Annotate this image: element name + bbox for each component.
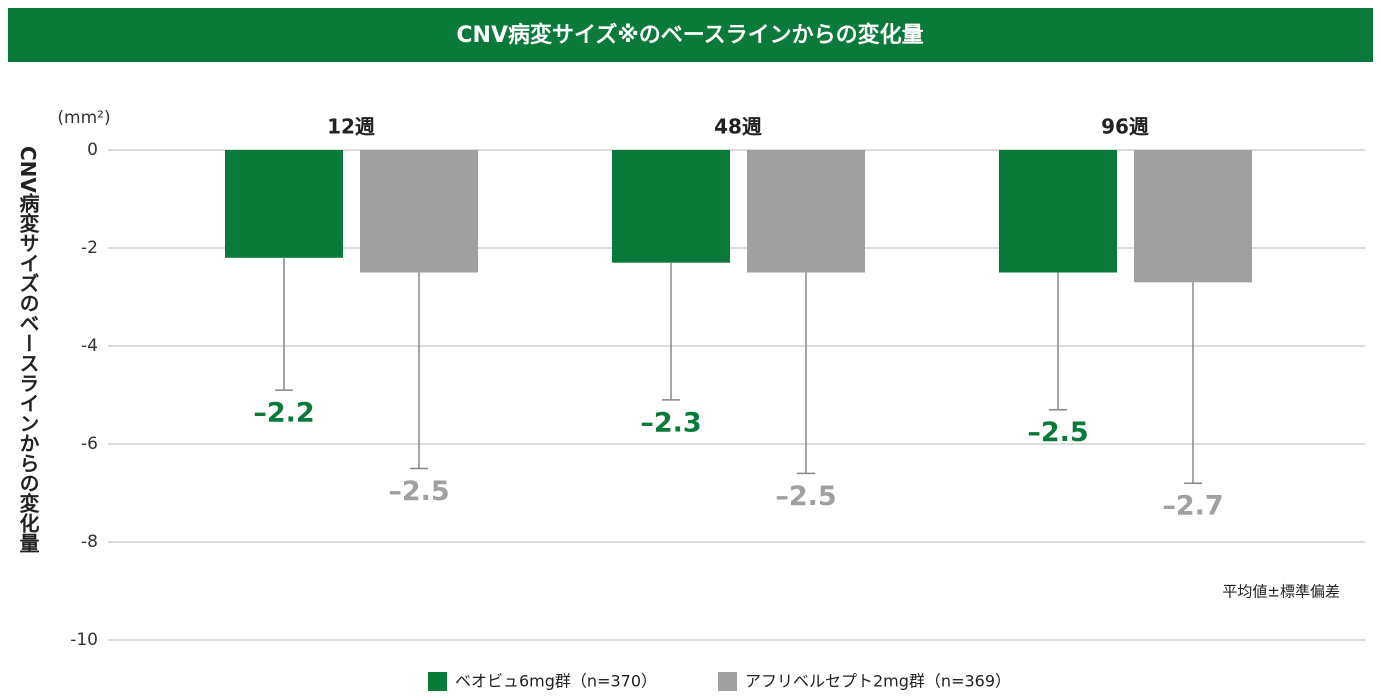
chart-title: CNV病変サイズ※のベースラインからの変化量 — [456, 22, 923, 48]
title-bar — [8, 8, 1373, 62]
y-tick-label: 0 — [87, 140, 98, 160]
note: 平均値±標準偏差 — [1222, 583, 1340, 601]
value-label: –2.7 — [1162, 491, 1223, 522]
legend-label: アフリベルセプト2mg群（n=369） — [745, 672, 1011, 691]
y-tick-label: -4 — [81, 336, 98, 356]
y-tick-label: -8 — [81, 532, 98, 552]
x-tick-label: 96週 — [1101, 115, 1149, 139]
bar — [999, 150, 1117, 273]
bar — [225, 150, 343, 258]
x-tick-label: 48週 — [714, 115, 762, 139]
y-tick-label: -10 — [70, 630, 98, 650]
y-axis-label: CNV病変サイズのベースラインからの変化量 — [16, 146, 40, 553]
legend-swatch — [428, 672, 447, 691]
x-tick-label: 12週 — [327, 115, 375, 139]
legend-label: ベオビュ6mg群（n=370） — [455, 672, 657, 691]
bar — [612, 150, 730, 263]
value-label: –2.2 — [253, 398, 314, 429]
value-label: –2.5 — [775, 481, 836, 512]
value-label: –2.5 — [388, 476, 449, 507]
y-tick-label: -2 — [81, 238, 98, 258]
y-tick-label: -6 — [81, 434, 98, 454]
bar — [1134, 150, 1252, 283]
value-label: –2.5 — [1027, 417, 1088, 448]
bar — [360, 150, 478, 273]
legend-swatch — [718, 672, 737, 691]
value-label: –2.3 — [640, 407, 701, 438]
bar — [747, 150, 865, 273]
unit-label: (mm²) — [57, 108, 110, 128]
